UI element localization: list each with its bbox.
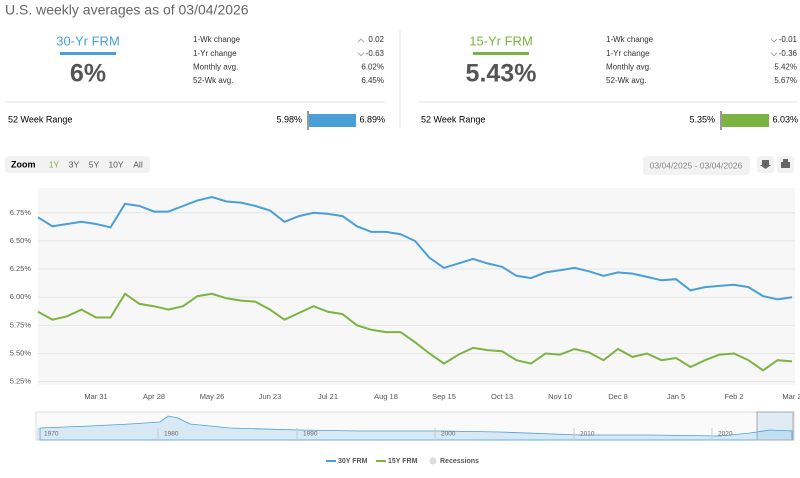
zoom-label: Zoom	[11, 159, 36, 169]
x-tick-label: Dec 8	[608, 392, 628, 401]
date-range-box[interactable]	[643, 156, 750, 175]
navigator-label: 1990	[303, 431, 318, 438]
plot: 5.25% 5.50% 5.75% 6.00% 6.25% 6.50% 6.75% Mar 3…	[10, 195, 800, 401]
legend-swatch	[429, 457, 437, 465]
x-tick-label: Jun 23	[259, 392, 282, 401]
navigator-label: 2020	[718, 431, 733, 438]
page-title: U.S. weekly averages as of 03/04/2026	[5, 2, 249, 18]
stat-label: 1-Wk change	[606, 35, 654, 44]
x-tick-label: Sep 15	[432, 392, 456, 401]
panel-rate: 5.43%	[466, 60, 537, 88]
plot-area	[38, 188, 795, 385]
stat-label: 1-Yr change	[193, 49, 237, 58]
stat-label: Monthly avg.	[193, 63, 238, 72]
zoom-button[interactable]: 1Y	[49, 159, 60, 169]
stat-value: -0.36	[779, 49, 798, 58]
range-label: 52 Week Range	[421, 114, 485, 124]
x-tick-label: Mar 31	[84, 392, 107, 401]
range-low: 5.35%	[689, 114, 715, 124]
navigator-labels: 1970 1980 1990 2000 2010 2020	[37, 428, 733, 440]
panel-rate: 6%	[70, 60, 106, 88]
y-tick-label: 6.00%	[10, 292, 32, 301]
range-low: 5.98%	[276, 114, 302, 124]
change-icon	[357, 52, 365, 57]
print-icon	[781, 159, 790, 168]
legend-label[interactable]: 30Y FRM	[338, 458, 368, 465]
y-tick-label: 5.50%	[10, 348, 32, 357]
zoom-button[interactable]: 3Y	[69, 159, 80, 169]
range-label: 52 Week Range	[8, 114, 72, 124]
navigator-label: 1970	[44, 431, 59, 438]
change-icon	[770, 52, 778, 57]
date-range[interactable]: 03/04/2025 - 03/04/2026	[650, 160, 743, 170]
zoom-bar	[5, 156, 150, 173]
stat-value: 5.42%	[774, 63, 797, 72]
y-tick-label: 6.25%	[10, 264, 32, 273]
change-icon	[770, 38, 778, 43]
x-tick-label: May 26	[200, 392, 225, 401]
y-tick-label: 5.25%	[10, 377, 32, 386]
zoom-button[interactable]: 5Y	[89, 159, 100, 169]
panel-label: 30-Yr FRM	[56, 33, 120, 48]
zoom-button[interactable]: 10Y	[108, 159, 123, 169]
stat-label: 1-Yr change	[606, 49, 650, 58]
zoom-button[interactable]: All	[133, 159, 143, 169]
stat-label: 52-Wk avg.	[606, 76, 646, 85]
series-line	[37, 195, 793, 301]
stat-label: 1-Wk change	[193, 35, 241, 44]
stat-value: 5.67%	[774, 76, 797, 85]
x-tick-label: Feb 2	[724, 392, 743, 401]
panel-underline	[473, 52, 529, 55]
range-high: 6.03%	[772, 114, 798, 124]
legend: 30Y FRM 15Y FRM Recessions	[326, 457, 479, 465]
x-tick-label: Jan 5	[667, 392, 685, 401]
legend-label[interactable]: Recessions	[440, 458, 479, 465]
panel-label: 15-Yr FRM	[469, 33, 533, 48]
navigator-label: 2010	[580, 431, 595, 438]
range-bar	[309, 114, 356, 127]
y-tick-label: 5.75%	[10, 320, 32, 329]
download-icon	[760, 160, 771, 169]
x-tick-label: Nov 10	[548, 392, 572, 401]
navigator-series	[39, 415, 793, 441]
change-icon	[357, 38, 365, 43]
range-bar	[722, 114, 769, 127]
series-line	[37, 292, 793, 372]
x-tick-label: Oct 13	[491, 392, 513, 401]
stat-value: -0.01	[779, 35, 798, 44]
range-high: 6.89%	[359, 114, 385, 124]
navigator-window[interactable]	[756, 411, 794, 441]
legend-label[interactable]: 15Y FRM	[388, 458, 418, 465]
stat-value: 0.02	[368, 35, 384, 44]
y-tick-label: 6.50%	[10, 236, 32, 245]
stat-label: Monthly avg.	[606, 63, 651, 72]
x-tick-label: Aug 18	[374, 392, 398, 401]
y-tick-label: 6.75%	[10, 208, 32, 217]
stat-label: 52-Wk avg.	[193, 76, 233, 85]
x-tick-label: Mar 2	[782, 392, 800, 401]
stat-value: 6.02%	[361, 63, 384, 72]
x-tick-label: Apr 28	[143, 392, 165, 401]
x-tick-label: Jul 21	[318, 392, 338, 401]
navigator-label: 2000	[441, 431, 456, 438]
panel-underline	[60, 52, 116, 55]
stat-value: -0.63	[366, 49, 385, 58]
navigator-label: 1980	[164, 431, 179, 438]
stat-value: 6.45%	[361, 76, 384, 85]
